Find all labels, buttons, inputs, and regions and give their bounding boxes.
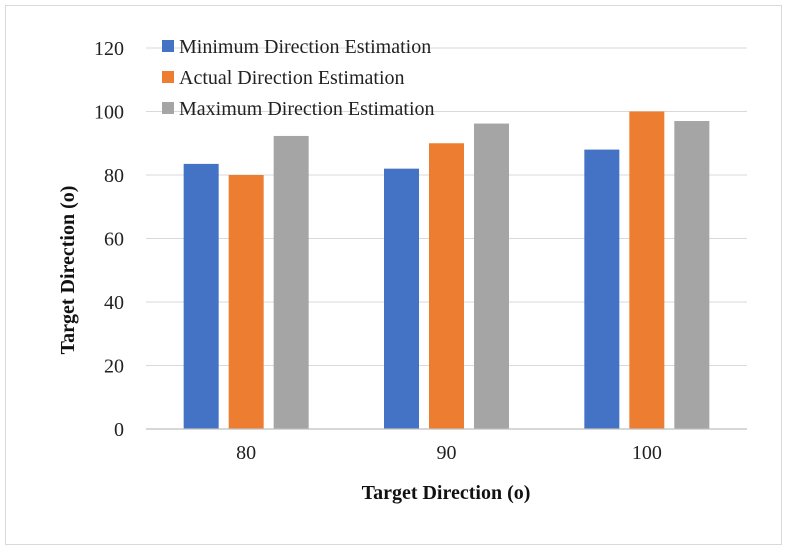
legend-swatch <box>162 71 174 83</box>
y-tick-label: 100 <box>94 102 124 124</box>
legend-swatch <box>162 102 174 114</box>
y-tick-label: 0 <box>114 419 124 441</box>
legend: Minimum Direction Estimation Actual Direc… <box>162 36 435 120</box>
x-tick-label: 80 <box>236 442 256 464</box>
bar-actual-direction-estimation-90 <box>429 143 464 429</box>
bar-actual-direction-estimation-80 <box>228 175 264 429</box>
bar-maximum-direction-estimation-100 <box>674 121 710 430</box>
bar-minimum-direction-estimation-80 <box>183 163 219 429</box>
legend-swatch <box>162 40 174 52</box>
bar-actual-direction-estimation-100 <box>629 111 665 429</box>
axes: 0 20 40 60 80 100 120 80 90 100 <box>94 38 747 464</box>
bar-maximum-direction-estimation-90 <box>474 123 509 429</box>
legend-label: Actual Direction Estimation <box>179 67 405 89</box>
x-tick-label: 100 <box>632 442 662 464</box>
y-tick-label: 60 <box>104 229 124 251</box>
legend-label: Minimum Direction Estimation <box>179 36 431 58</box>
y-tick-label: 80 <box>104 165 124 187</box>
x-tick-label: 90 <box>437 442 457 464</box>
y-tick-label: 120 <box>94 38 124 60</box>
bars <box>183 111 710 430</box>
legend-label: Maximum Direction Estimation <box>179 98 435 120</box>
bar-minimum-direction-estimation-90 <box>384 168 419 429</box>
y-tick-label: 20 <box>104 356 124 378</box>
x-axis-title: Target Direction (o) <box>362 482 531 504</box>
bar-maximum-direction-estimation-80 <box>273 135 309 429</box>
bar-minimum-direction-estimation-100 <box>584 149 620 429</box>
y-tick-label: 40 <box>104 292 124 314</box>
y-axis-title: Target Direction (o) <box>57 186 79 355</box>
